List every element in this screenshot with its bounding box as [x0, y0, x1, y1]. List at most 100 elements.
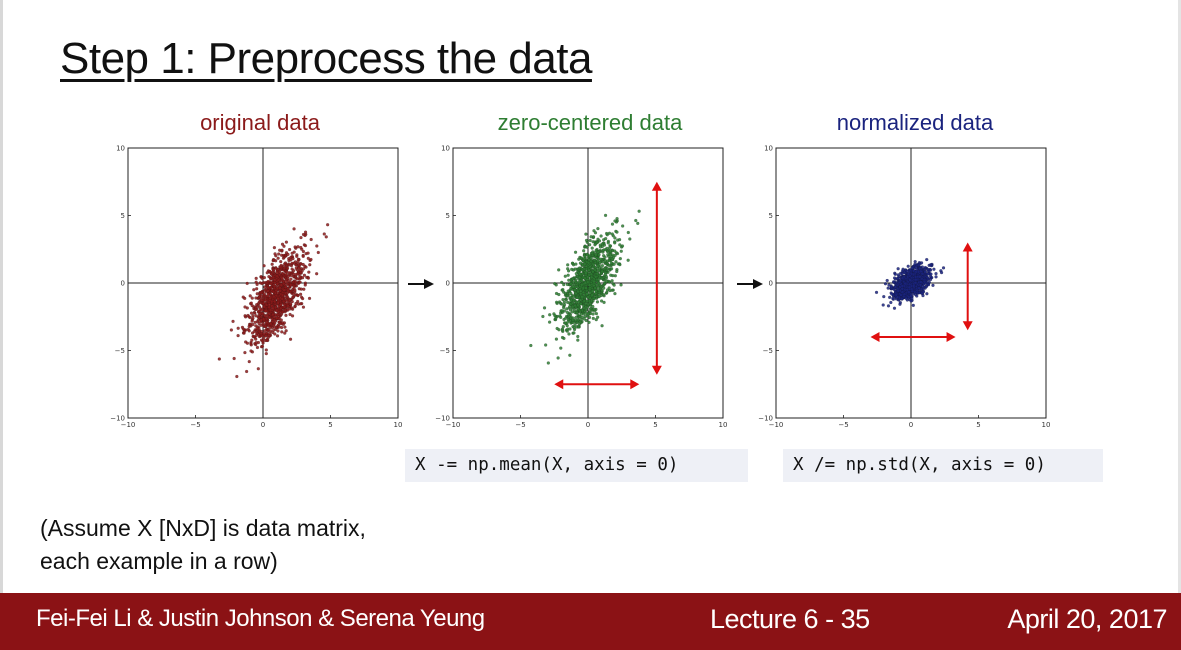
data-point: [553, 314, 557, 318]
data-point: [619, 249, 623, 253]
data-point: [590, 246, 594, 250]
data-point: [613, 219, 617, 223]
data-point: [907, 290, 911, 294]
data-point: [610, 279, 614, 283]
data-point: [289, 283, 293, 287]
data-point: [599, 234, 603, 238]
data-point: [597, 294, 601, 299]
data-point: [554, 300, 559, 304]
data-point: [888, 295, 892, 299]
data-point: [281, 281, 286, 286]
data-point: [914, 278, 918, 282]
data-point: [907, 285, 912, 289]
data-point: [603, 259, 607, 263]
x-tick-label: 0: [909, 421, 913, 429]
data-point: [594, 248, 598, 253]
annotation-arrowhead: [651, 365, 662, 375]
data-point: [284, 272, 288, 277]
data-point: [596, 281, 600, 285]
data-point: [308, 263, 312, 267]
data-point: [262, 264, 266, 268]
data-point: [267, 275, 271, 279]
data-point: [272, 299, 277, 304]
data-point: [562, 305, 566, 310]
y-tick-label: 5: [121, 212, 125, 220]
data-point: [608, 244, 612, 248]
data-point: [590, 251, 594, 256]
data-point: [277, 304, 281, 308]
y-tick-label: −5: [115, 347, 125, 355]
data-point: [252, 330, 256, 334]
data-point: [245, 281, 249, 286]
x-tick-label: −5: [838, 421, 848, 429]
data-point: [613, 249, 617, 253]
data-point: [567, 332, 571, 336]
data-point: [636, 221, 640, 225]
data-point: [588, 311, 593, 316]
data-point: [276, 301, 280, 305]
data-point: [303, 283, 307, 287]
data-point: [249, 342, 253, 346]
data-point: [881, 303, 885, 307]
data-point: [906, 272, 911, 276]
data-point: [594, 318, 598, 322]
footer-lecture-label: Lecture 6 -: [710, 604, 834, 634]
data-point: [900, 290, 905, 294]
data-point: [607, 231, 612, 235]
data-point: [609, 273, 613, 277]
footer-slide-number: 35: [840, 604, 871, 634]
data-point: [900, 276, 905, 280]
data-point: [284, 277, 289, 282]
data-point: [594, 253, 598, 257]
data-point: [598, 275, 602, 280]
data-point: [569, 286, 573, 290]
data-point: [264, 303, 269, 307]
data-point: [269, 282, 273, 286]
data-point: [285, 266, 290, 270]
data-point: [262, 292, 266, 296]
data-point: [282, 262, 287, 266]
data-point: [564, 316, 568, 320]
y-tick-label: 10: [764, 145, 773, 153]
data-point: [268, 296, 272, 300]
data-point: [287, 247, 292, 252]
data-point: [573, 303, 577, 308]
data-point: [560, 280, 564, 284]
data-point: [259, 323, 263, 327]
data-point: [262, 275, 266, 280]
data-point: [567, 278, 571, 282]
data-point: [278, 286, 282, 290]
data-point: [280, 276, 284, 280]
data-point: [902, 292, 907, 296]
data-point: [576, 307, 580, 311]
annotation-arrowhead: [630, 379, 640, 390]
data-point: [315, 244, 319, 248]
data-point: [588, 238, 592, 243]
data-point: [583, 262, 587, 266]
data-point: [928, 268, 933, 272]
data-point: [926, 283, 931, 287]
data-point: [281, 310, 285, 314]
data-point: [903, 281, 907, 286]
x-tick-label: 5: [328, 421, 332, 429]
y-tick-label: 5: [769, 212, 773, 220]
data-point: [247, 359, 251, 364]
data-point: [592, 307, 596, 311]
data-point: [275, 282, 280, 286]
data-point: [613, 292, 617, 296]
data-point: [889, 300, 893, 305]
data-point: [637, 209, 641, 213]
x-tick-label: 10: [394, 421, 403, 429]
data-point: [282, 288, 286, 292]
data-point: [570, 261, 575, 265]
data-point: [255, 303, 259, 307]
data-point: [587, 320, 591, 324]
data-point: [882, 295, 886, 299]
data-point: [295, 254, 299, 259]
data-point: [290, 261, 294, 265]
data-point: [266, 292, 270, 296]
code-mean-subtraction: X -= np.mean(X, axis = 0): [405, 449, 748, 482]
data-point: [610, 288, 614, 292]
data-point: [267, 315, 271, 319]
